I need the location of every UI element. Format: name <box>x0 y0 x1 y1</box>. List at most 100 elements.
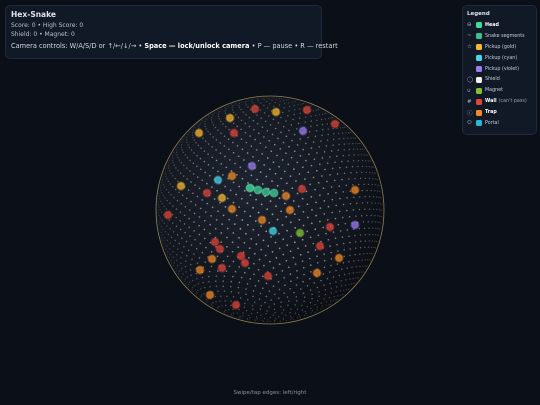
grid-dot <box>325 232 327 235</box>
grid-dot <box>235 193 238 196</box>
grid-dot <box>191 134 194 136</box>
grid-dot <box>357 259 360 262</box>
grid-dot <box>264 120 267 123</box>
board-item <box>334 253 344 263</box>
grid-dot <box>285 135 288 138</box>
grid-dot <box>255 243 258 246</box>
grid-dot <box>366 265 368 267</box>
grid-dot <box>189 159 191 162</box>
grid-dot <box>161 234 164 236</box>
grid-dot <box>317 181 320 184</box>
grid-dot <box>210 265 213 268</box>
grid-dot <box>232 105 234 107</box>
grid-dot <box>252 206 254 209</box>
grid-dot <box>320 302 322 304</box>
grid-dot <box>164 173 166 175</box>
grid-dot <box>329 282 331 285</box>
grid-dot <box>245 288 247 290</box>
grid-dot <box>224 110 226 112</box>
grid-dot <box>266 321 268 323</box>
grid-dot <box>376 190 379 192</box>
grid-dot <box>177 180 179 183</box>
grid-dot <box>205 300 207 302</box>
grid-dot <box>218 306 220 308</box>
grid-dot <box>374 184 376 186</box>
grid-dot <box>188 146 191 149</box>
grid-dot <box>179 211 182 213</box>
grid-dot <box>296 161 299 164</box>
grid-dot <box>174 239 176 242</box>
grid-dot <box>246 299 249 301</box>
grid-dot <box>305 190 308 193</box>
grid-dot <box>217 306 219 309</box>
grid-dot <box>162 183 165 186</box>
grid-dot <box>238 316 240 318</box>
grid-dot <box>186 276 189 278</box>
grid-dot <box>341 132 344 134</box>
grid-dot <box>211 117 213 119</box>
grid-dot <box>251 305 254 307</box>
grid-dot <box>201 294 203 296</box>
grid-dot <box>330 287 333 289</box>
grid-dot <box>161 203 163 205</box>
grid-dot <box>271 99 273 101</box>
grid-dot <box>165 188 168 191</box>
grid-dot <box>379 215 381 217</box>
grid-dot <box>245 100 247 102</box>
grid-dot <box>377 215 379 217</box>
grid-dot <box>238 236 240 239</box>
grid-dot <box>309 183 311 186</box>
grid-dot <box>297 205 300 208</box>
grid-dot <box>379 191 381 193</box>
grid-dot <box>170 236 173 239</box>
grid-dot <box>196 195 199 198</box>
grid-dot <box>365 165 367 168</box>
grid-dot <box>290 156 293 159</box>
grid-dot <box>338 143 340 146</box>
grid-dot <box>361 259 363 261</box>
grid-dot <box>229 159 231 161</box>
grid-dot <box>363 227 366 230</box>
grid-dot <box>321 157 324 159</box>
grid-dot <box>342 203 345 206</box>
grid-dot <box>296 144 299 146</box>
grid-dot <box>373 166 375 168</box>
grid-dot <box>302 148 305 151</box>
grid-dot <box>158 220 160 222</box>
grid-dot <box>217 113 220 115</box>
grid-dot <box>335 269 337 272</box>
grid-dot <box>207 143 210 145</box>
grid-dot <box>318 108 320 110</box>
grid-dot <box>239 227 242 230</box>
grid-dot <box>215 301 217 303</box>
grid-dot <box>370 160 372 162</box>
grid-dot <box>197 127 200 129</box>
grid-dot <box>217 170 219 173</box>
grid-dot <box>357 154 359 156</box>
grid-dot <box>371 183 374 186</box>
grid-dot <box>198 224 200 227</box>
grid-dot <box>330 264 332 267</box>
grid-dot <box>165 175 167 177</box>
grid-dot <box>279 100 281 103</box>
grid-dot <box>296 128 298 130</box>
grid-dot <box>266 97 268 99</box>
grid-dot <box>238 185 241 188</box>
grid-dot <box>230 300 232 302</box>
grid-dot <box>202 137 204 140</box>
grid-dot <box>189 281 191 283</box>
grid-dot <box>318 163 321 166</box>
grid-dot <box>211 146 213 148</box>
grid-dot <box>219 142 221 144</box>
grid-dot <box>176 254 178 256</box>
grid-dot <box>347 288 349 290</box>
legend-swatch <box>476 76 482 83</box>
grid-dot <box>157 201 159 203</box>
grid-dot <box>261 275 264 278</box>
grid-dot <box>263 136 265 138</box>
grid-dot <box>302 280 304 283</box>
grid-dot <box>193 212 196 215</box>
grid-dot <box>214 295 217 298</box>
grid-dot <box>190 244 193 246</box>
grid-dot <box>323 200 326 202</box>
